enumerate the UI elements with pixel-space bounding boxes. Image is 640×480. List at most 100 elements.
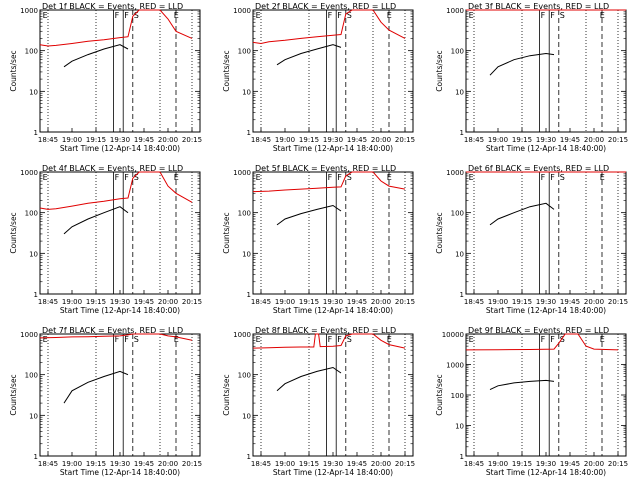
x-tick-label: 19:30 [110,298,130,306]
x-tick-label: 19:45 [347,136,367,144]
event-marker-label: F [550,335,555,344]
y-tick-label: 1 [34,291,38,299]
event-marker-label: E [469,335,474,344]
event-marker-label: F [328,11,333,20]
series-line-events [63,44,129,68]
y-axis-label: Counts/sec [9,50,18,91]
y-axis-label: Counts/sec [222,374,231,415]
event-marker-label: S [134,11,139,20]
x-tick-label: 19:00 [275,136,295,144]
x-tick-label: 19:15 [86,460,106,468]
x-tick-label: 18:45 [251,298,271,306]
chart-title: Det 1f BLACK = Events, RED = LLD [42,2,183,11]
series-line-lld [252,333,406,349]
event-marker-label: S [347,335,352,344]
event-marker-label: S [134,335,139,344]
y-axis-label: Counts/sec [9,374,18,415]
series-line-lld [39,171,193,210]
x-tick-label: 19:45 [347,298,367,306]
event-marker-label: S [560,11,565,20]
x-tick-label: 19:15 [512,136,532,144]
event-marker-label: F [550,173,555,182]
event-marker-label: E [43,173,48,182]
x-axis-label: Start Time (12-Apr-14 18:40:00) [273,468,393,477]
event-marker-label: F [124,335,129,344]
x-tick-label: 19:45 [560,298,580,306]
y-tick-label: 100 [25,372,38,380]
y-tick-label: 1000 [446,7,464,15]
y-tick-label: 1 [460,129,464,137]
event-marker-label: E [256,335,261,344]
y-tick-label: 1000 [20,169,38,177]
y-tick-label: 1000 [446,362,464,370]
y-tick-label: 100 [25,210,38,218]
x-tick-label: 20:15 [395,136,415,144]
event-marker-label: S [134,173,139,182]
y-tick-label: 1000 [446,169,464,177]
x-tick-label: 20:15 [182,460,202,468]
chart-title: Det 2f BLACK = Events, RED = LLD [255,2,396,11]
event-marker-label: E [387,11,392,20]
event-marker-label: S [347,173,352,182]
event-marker-label: E [387,173,392,182]
x-tick-label: 20:00 [158,136,178,144]
x-tick-label: 19:00 [488,136,508,144]
event-marker-label: F [337,11,342,20]
event-marker-label: F [328,335,333,344]
event-marker-label: S [560,173,565,182]
x-axis-label: Start Time (12-Apr-14 18:40:00) [273,144,393,153]
x-tick-label: 19:00 [275,460,295,468]
x-tick-label: 19:30 [323,298,343,306]
x-tick-label: 19:30 [536,460,556,468]
x-tick-label: 19:15 [299,298,319,306]
event-marker-label: F [124,11,129,20]
event-marker-label: E [256,173,261,182]
x-tick-label: 19:00 [488,298,508,306]
x-tick-label: 19:45 [560,136,580,144]
x-tick-label: 20:15 [395,460,415,468]
event-marker-label: E [469,173,474,182]
event-marker-label: F [337,335,342,344]
x-tick-label: 19:45 [560,460,580,468]
event-marker-label: E [256,11,261,20]
event-marker-label: E [174,11,179,20]
x-tick-label: 19:45 [134,460,154,468]
y-tick-label: 10 [455,88,464,96]
series-line-events [276,44,342,66]
x-tick-label: 20:15 [182,298,202,306]
x-tick-label: 19:45 [134,298,154,306]
event-marker-label: E [174,335,179,344]
y-tick-label: 1000 [233,331,251,339]
y-tick-label: 10 [455,250,464,258]
series-line-events [489,52,555,76]
x-axis-label: Start Time (12-Apr-14 18:40:00) [486,144,606,153]
x-tick-label: 20:00 [584,460,604,468]
x-tick-label: 19:15 [512,298,532,306]
chart-title: Det 8f BLACK = Events, RED = LLD [255,326,396,335]
series-line-lld [465,333,619,351]
y-tick-label: 1 [247,291,251,299]
x-tick-label: 18:45 [464,460,484,468]
y-tick-label: 1 [34,129,38,137]
chart-title: Det 6f BLACK = Events, RED = LLD [468,164,609,173]
x-tick-label: 20:00 [584,298,604,306]
x-tick-label: 19:00 [488,460,508,468]
y-axis-label: Counts/sec [222,50,231,91]
y-tick-label: 10 [242,250,251,258]
x-tick-label: 18:45 [38,136,58,144]
chart-title: Det 7f BLACK = Events, RED = LLD [42,326,183,335]
x-tick-label: 18:45 [464,136,484,144]
chart-title: Det 3f BLACK = Events, RED = LLD [468,2,609,11]
x-tick-label: 19:30 [323,460,343,468]
chart-title: Det 9f BLACK = Events, RED = LLD [468,326,609,335]
event-marker-label: E [174,173,179,182]
y-tick-label: 100 [238,372,251,380]
y-tick-label: 10 [29,412,38,420]
event-marker-label: F [115,335,120,344]
event-marker-label: E [600,11,605,20]
y-tick-label: 100 [238,210,251,218]
x-tick-label: 18:45 [251,136,271,144]
